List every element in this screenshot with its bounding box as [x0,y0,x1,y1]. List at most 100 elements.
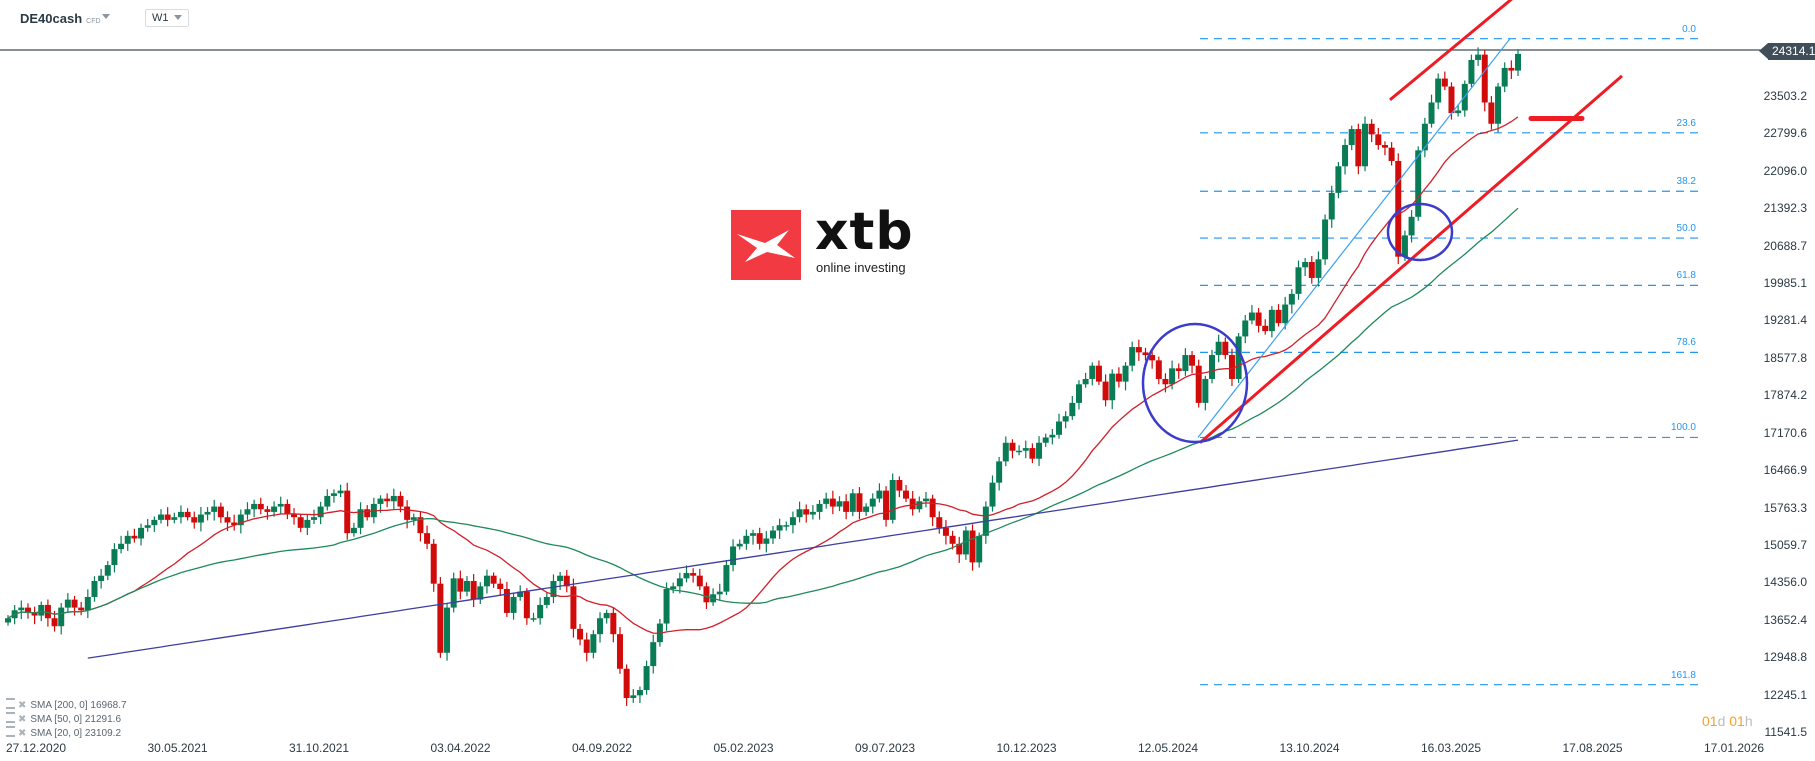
candle-body [78,607,85,611]
candle-body [803,509,810,515]
candle-body [377,498,384,504]
candle-body [470,581,477,600]
logo-wordmark: xtb [815,202,914,262]
candle-body [643,666,650,691]
candle-body [942,527,949,536]
candle-body [324,495,331,507]
candle-body [310,517,317,520]
legend-item[interactable]: ✖ SMA [50, 0] 21291.6 [6,712,121,725]
candle-body [517,591,524,597]
candle-body [1295,267,1302,294]
candle-body [809,511,816,515]
candle-body [922,498,929,502]
sma20-line [7,116,1519,635]
candle-body [224,517,231,523]
remove-icon[interactable]: ✖ [18,728,27,739]
chevron-down-icon [174,15,182,20]
candle-body [1342,145,1349,167]
remove-icon[interactable]: ✖ [18,714,27,725]
candle-body [1082,378,1089,385]
candle-body [1009,442,1016,451]
candle-body [477,586,484,600]
candle-body [5,618,11,623]
fib-level-label: 161.8 [1670,669,1696,681]
candle-body [1062,416,1069,422]
candle-body [836,501,843,507]
candle-body [1302,261,1309,268]
candle-body [1408,216,1415,236]
candle-body [1488,102,1495,124]
settings-icon[interactable] [6,726,15,737]
x-mark-icon [737,230,795,262]
candle-body [623,668,630,698]
candle-body [1155,360,1162,379]
candle-body [756,533,763,544]
date-tick: 09.07.2023 [855,741,916,755]
chevron-down-icon[interactable] [102,14,110,19]
candle-body [976,535,983,563]
candle-body [191,517,198,523]
candle-body [750,533,757,536]
candle-body [969,530,976,563]
candle-body [843,501,850,512]
candle-body [457,578,464,592]
candle-body [251,503,258,510]
candle-body [231,522,238,526]
candle-body [889,479,896,520]
candle-body [1441,78,1448,87]
candle-body [876,490,883,499]
candle-body [1282,304,1289,324]
timeframe-value: W1 [152,12,169,24]
candle-body [1182,355,1189,371]
legend-item[interactable]: ✖ SMA [20, 0] 23109.2 [6,726,121,739]
remove-icon[interactable]: ✖ [18,700,27,711]
price-tick: 17170.6 [1763,425,1807,440]
candle-countdown: 01d 01h [1702,713,1753,729]
candle-body [690,573,697,576]
candle-body [1195,365,1202,403]
candle-body [204,511,211,515]
date-tick: 13.10.2024 [1279,741,1340,755]
candle-body [430,543,437,584]
price-tick: 19281.4 [1763,313,1807,328]
candle-body [996,461,1003,483]
legend-item[interactable]: ✖ SMA [200, 0] 16968.7 [6,698,127,711]
candle-body [1135,347,1142,353]
candle-body [1142,352,1149,356]
candle-body [38,604,45,616]
candle-body [1115,373,1122,382]
candle-body [1475,54,1482,60]
candle-body [1248,312,1255,321]
timeframe-select[interactable]: W1 [145,9,189,27]
price-tick: 23503.2 [1763,89,1807,103]
candle-body [1495,86,1502,124]
candle-body [237,514,244,526]
symbol-selector[interactable]: DE40cash CFD [20,11,101,26]
candle-body [297,517,304,528]
candle-body [537,604,544,619]
fib-level-label: 38.2 [1676,176,1696,188]
candle-body [424,533,431,544]
candle-body [962,530,969,555]
candle-body [197,514,204,523]
date-tick: 30.05.2021 [147,741,208,755]
candle-body [1421,123,1428,151]
candle-body [24,607,31,613]
settings-icon[interactable] [6,698,15,709]
candle-body [929,498,936,518]
candle-body [783,525,790,527]
candle-body [257,503,264,510]
price-tick: 11541.5 [1764,725,1808,739]
candle-body [1468,59,1475,84]
candle-body [896,479,903,491]
channel-line [1197,38,1511,438]
candle-body [903,490,910,499]
settings-icon[interactable] [6,712,15,723]
candle-body [663,588,670,624]
candle-body [157,514,164,520]
candle-body [530,618,537,620]
price-tick: 18577.8 [1763,350,1807,365]
date-tick: 17.01.2026 [1704,741,1765,755]
candle-body [1175,368,1182,371]
